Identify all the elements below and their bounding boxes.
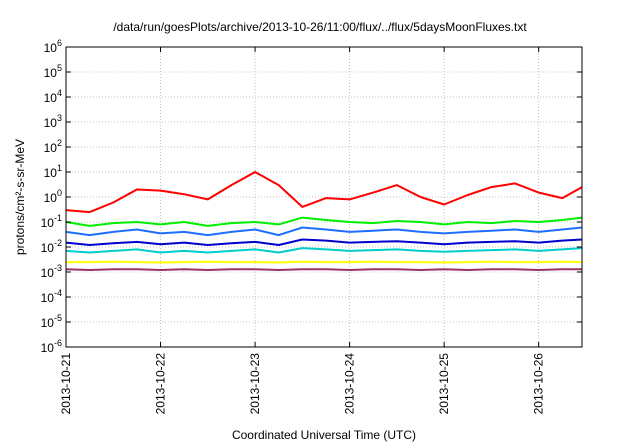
- y-tick-label: 10-2: [41, 238, 62, 255]
- y-tick-label: 10-5: [41, 313, 62, 330]
- chart-title: /data/run/goesPlots/archive/2013-10-26/1…: [113, 20, 527, 34]
- series-line: [65, 171, 583, 214]
- x-tick-label: 2013-10-26: [532, 353, 546, 415]
- x-tick-label: 2013-10-21: [59, 353, 73, 415]
- series-line: [65, 238, 583, 246]
- series-line: [65, 216, 583, 227]
- x-tick-label: 2013-10-23: [248, 353, 262, 415]
- y-tick-label: 102: [44, 138, 62, 155]
- x-tick-label: 2013-10-25: [437, 353, 451, 415]
- y-tick-label: 10-6: [41, 338, 62, 355]
- y-tick-label: 106: [44, 38, 62, 55]
- series-line: [65, 268, 582, 271]
- x-tick-label: 2013-10-22: [154, 353, 168, 415]
- series-line: [65, 247, 583, 254]
- y-tick-label: 105: [44, 63, 62, 80]
- y-tick-label: 103: [44, 113, 62, 130]
- x-axis-label: Coordinated Universal Time (UTC): [231, 428, 417, 442]
- y-tick-label: 104: [44, 88, 62, 105]
- y-tick-label: 10-4: [41, 288, 62, 305]
- y-tick-label: 10-3: [41, 263, 62, 280]
- series-line: [66, 260, 583, 264]
- grid-lines: [66, 47, 582, 347]
- x-tick-labels: 2013-10-21 2013-10-22 2013-10-23 2013-10-24…: [59, 353, 546, 415]
- y-axis-label: protons/cm²-s-sr-MeV: [13, 138, 27, 256]
- y-tick-label: 101: [44, 163, 62, 180]
- y-tick-labels: 10-6 10-5 10-4 10-3 10-2 10-1 100 101 102 103 104 1…: [41, 38, 62, 355]
- axis-ticks: [65, 46, 582, 348]
- series-line: [65, 226, 583, 237]
- x-tick-label: 2013-10-24: [343, 353, 357, 415]
- y-tick-label: 10-1: [41, 213, 62, 230]
- series-lines: [65, 171, 583, 271]
- y-tick-label: 100: [44, 188, 62, 205]
